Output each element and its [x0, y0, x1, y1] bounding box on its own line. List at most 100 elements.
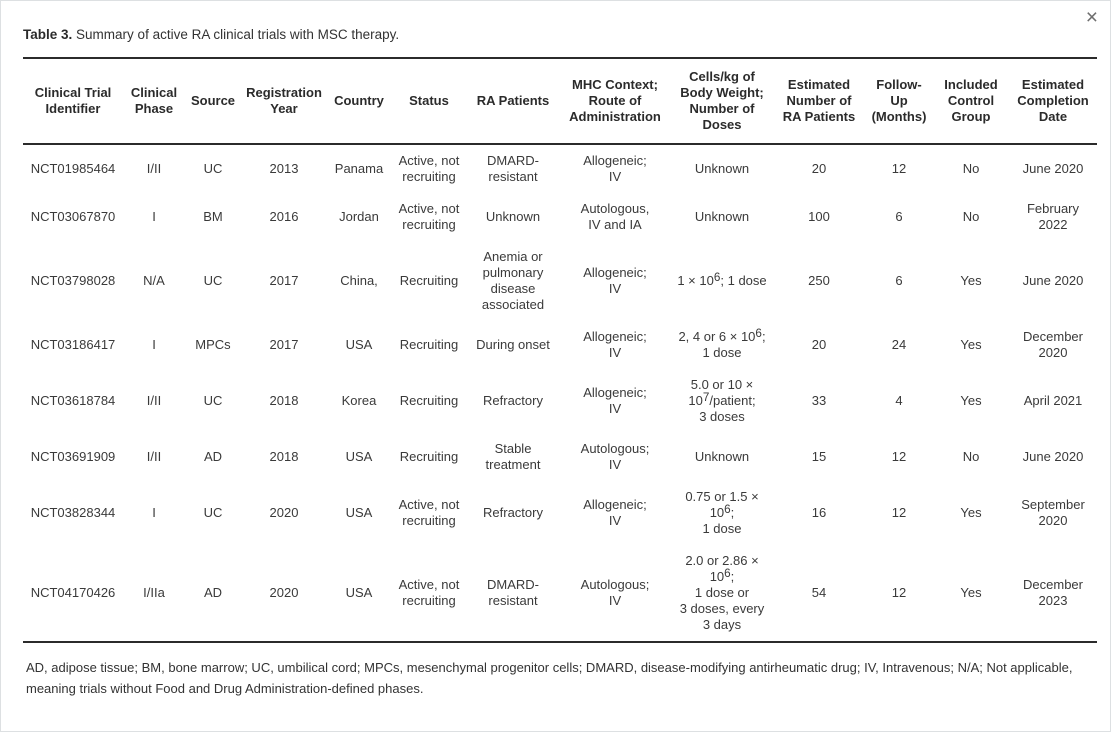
table-cell: No	[962, 209, 980, 224]
close-icon[interactable]: ×	[1085, 6, 1098, 29]
table-cell: Unknown	[485, 209, 541, 224]
table-cell: BM	[203, 209, 223, 224]
table-cell: 2.0 or 2.86 × 106; 1 dose or 3 doses, ev…	[679, 553, 765, 632]
table-cell: USA	[345, 337, 373, 352]
table-cell: 100	[808, 209, 830, 224]
column-header: Clinical Phase	[130, 85, 178, 116]
table-cell: NCT03186417	[30, 337, 116, 352]
table-cell: 12	[891, 505, 907, 520]
table-cell: AD	[203, 449, 223, 464]
table-cell: Yes	[960, 505, 982, 520]
table-cell: 2, 4 or 6 × 106; 1 dose	[678, 326, 766, 360]
table-cell: USA	[345, 585, 373, 600]
table-cell: N/A	[143, 273, 165, 288]
table-cell: June 2020	[1022, 273, 1084, 288]
column-header: RA Patients	[476, 93, 550, 108]
table-cell: Recruiting	[399, 449, 459, 464]
column-header: Clinical Trial Identifier	[34, 85, 112, 116]
table-cell: 33	[811, 393, 827, 408]
table-cell: No	[962, 161, 980, 176]
table-cell: Yes	[960, 393, 982, 408]
table-cell: Active, not recruiting	[398, 201, 460, 232]
table-cell: 2016	[269, 209, 299, 224]
column-header: Source	[190, 93, 236, 108]
table-cell: Unknown	[694, 209, 750, 224]
table-cell: During onset	[476, 337, 550, 352]
column-header: MHC Context; Route of Administration	[569, 77, 661, 124]
table-cell: 6	[895, 209, 903, 224]
table-cell: 2020	[269, 585, 299, 600]
table-cell: NCT01985464	[30, 161, 116, 176]
column-header: Country	[334, 93, 384, 108]
table-row: NCT03798028 N/A UC 2017 China, Recruiting Anem…	[23, 241, 1097, 321]
table-cell: No	[962, 449, 980, 464]
table-cell: I/II	[146, 161, 162, 176]
table-cell: MPCs	[195, 337, 231, 352]
table-cell: Yes	[960, 337, 982, 352]
table-cell: Allogeneic; IV	[583, 153, 647, 184]
table-cell: 20	[811, 337, 827, 352]
table-cell: I	[152, 337, 156, 352]
table-cell: Recruiting	[399, 337, 459, 352]
table-cell: 12	[891, 449, 907, 464]
table-header-row: Clinical Trial Identifier Clinical Phase S…	[23, 58, 1097, 144]
table-cell: 12	[891, 161, 907, 176]
table-container: Clinical Trial Identifier Clinical Phase S…	[1, 57, 1110, 643]
table-cell: UC	[203, 161, 223, 176]
table-cell: I/II	[146, 449, 162, 464]
table-cell: Jordan	[339, 209, 379, 224]
table-header: Clinical Trial Identifier Clinical Phase S…	[23, 58, 1097, 144]
table-caption-text: Summary of active RA clinical trials wit…	[76, 27, 400, 42]
table-cell: Korea	[341, 393, 377, 408]
table-row: NCT03828344 I UC 2020 USA Active, not recruit…	[23, 481, 1097, 545]
table-cell: Refractory	[483, 393, 543, 408]
column-header: Registration Year	[246, 85, 322, 116]
table-row: NCT03618784 I/II UC 2018 Korea Recruiting Refr…	[23, 369, 1097, 433]
table-cell: Autologous; IV	[580, 577, 650, 608]
table-cell: USA	[345, 449, 373, 464]
table-cell: 20	[811, 161, 827, 176]
table-cell: 15	[811, 449, 827, 464]
table-cell: 2020	[269, 505, 299, 520]
table-cell: December 2020	[1023, 329, 1083, 360]
table-row: NCT01985464 I/II UC 2013 Panama Active, not r…	[23, 144, 1097, 193]
table-cell: September 2020	[1021, 497, 1085, 528]
table-cell: Autologous, IV and IA	[580, 201, 650, 232]
column-header: Status	[409, 93, 449, 108]
table-cell: Unknown	[694, 449, 750, 464]
table-cell: Unknown	[694, 161, 750, 176]
table-cell: June 2020	[1022, 449, 1084, 464]
table-cell: 4	[895, 393, 903, 408]
table-cell: 2018	[269, 449, 299, 464]
table-row: NCT03067870 I BM 2016 Jordan Active, not recr…	[23, 193, 1097, 241]
table-cell: NCT04170426	[30, 585, 116, 600]
table-cell: 2018	[269, 393, 299, 408]
table-cell: April 2021	[1023, 393, 1083, 408]
table-cell: June 2020	[1022, 161, 1084, 176]
table-cell: China,	[340, 273, 378, 288]
table-cell: NCT03798028	[30, 273, 116, 288]
table-cell: Active, not recruiting	[398, 577, 460, 608]
table-cell: Active, not recruiting	[398, 497, 460, 528]
table-cell: 250	[808, 273, 830, 288]
table-cell: Yes	[960, 273, 982, 288]
table-cell: December 2023	[1023, 577, 1083, 608]
table-cell: 2013	[269, 161, 299, 176]
table-cell: I	[152, 209, 156, 224]
table-cell: DMARD- resistant	[487, 577, 539, 608]
table-cell: Allogeneic; IV	[583, 329, 647, 360]
table-cell: I/IIa	[143, 585, 165, 600]
table-row: NCT03691909 I/II AD 2018 USA Recruiting Stable…	[23, 433, 1097, 481]
table-body: NCT01985464 I/II UC 2013 Panama Active, not r…	[23, 144, 1097, 642]
column-header: Estimated Completion Date	[1017, 77, 1089, 124]
table-cell: Autologous; IV	[580, 441, 650, 472]
table-cell: Panama	[334, 161, 384, 176]
table-cell: Allogeneic; IV	[583, 265, 647, 296]
table-cell: I	[152, 505, 156, 520]
table-cell: AD	[203, 585, 223, 600]
table-cell: 12	[891, 585, 907, 600]
table-cell: 24	[891, 337, 907, 352]
table-cell: USA	[345, 505, 373, 520]
column-header: Included Control Group	[944, 77, 998, 124]
table-cell: NCT03618784	[30, 393, 116, 408]
